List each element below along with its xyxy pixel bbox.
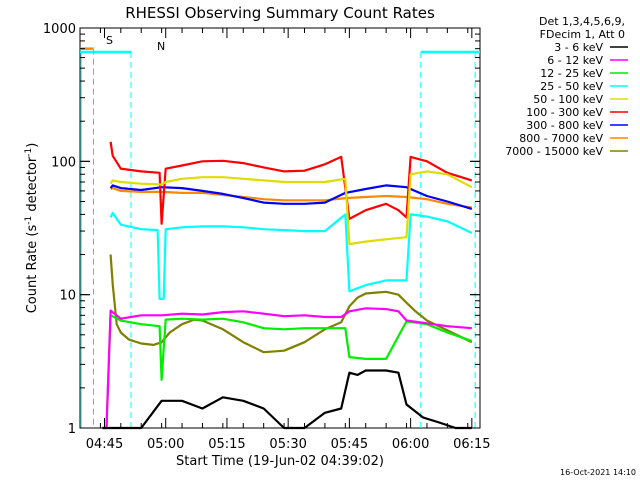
legend-label-3: 25 - 50 keV <box>540 80 603 93</box>
y-axis-label-sup2: -1 <box>24 148 34 157</box>
y-axis-label-part3: ) <box>25 143 40 148</box>
observing-flags <box>80 47 480 428</box>
flag-labels: S N <box>106 34 165 53</box>
legend-label-1: 6 - 12 keV <box>547 54 603 67</box>
legend-label-8: 7000 - 15000 keV <box>505 145 603 158</box>
x-tick-label-0: 04:45 <box>86 437 123 452</box>
series-line-300-800kev <box>109 184 473 210</box>
x-axis-label: Start Time (19-Jun-02 04:39:02) <box>176 454 384 469</box>
series-lines <box>102 141 473 430</box>
legend-label-7: 800 - 7000 keV <box>519 132 603 145</box>
series-line-50-100kev <box>109 170 473 246</box>
x-tick-label-5: 06:00 <box>392 437 429 452</box>
y-axis-label-part1: Count Rate (s <box>25 225 40 314</box>
y-axis-label: Count Rate (s-1 detector-1) <box>24 143 40 314</box>
chart-title: RHESSI Observing Summary Count Rates <box>125 4 435 22</box>
legend-label-4: 50 - 100 keV <box>533 93 603 106</box>
x-tick-label-4: 05:45 <box>331 437 368 452</box>
series-line-3-6kev <box>102 369 472 430</box>
night-label: N <box>157 40 165 53</box>
plot-area: S N <box>79 27 481 430</box>
x-tick-label-2: 05:15 <box>208 437 245 452</box>
series-line-12-25kev <box>102 314 473 430</box>
y-tick-label-2: 100 <box>51 155 76 170</box>
y-axis-label-sup1: -1 <box>24 216 34 225</box>
series-line-25-50kev <box>109 211 473 300</box>
x-tick-label-3: 05:30 <box>269 437 306 452</box>
legend-label-2: 12 - 25 keV <box>540 67 603 80</box>
legend-label-0: 3 - 6 keV <box>554 41 603 54</box>
y-axis-label-part2: detector <box>25 156 40 216</box>
x-tick-label-6: 06:15 <box>453 437 490 452</box>
timestamp: 16-Oct-2021 14:10 <box>560 468 636 477</box>
plot-frame <box>79 27 481 429</box>
series-line-6-12kev <box>102 307 472 430</box>
legend-label-6: 300 - 800 keV <box>526 119 603 132</box>
axis-ticks <box>79 27 480 429</box>
series-line-800-7000kev <box>110 187 472 209</box>
series-line-100-300kev <box>109 141 473 225</box>
y-tick-labels: 1 10 100 1000 <box>43 22 76 437</box>
legend: Det 1,3,4,5,6,9, FDecim 1, Att 0 3 - 6 k… <box>505 15 628 158</box>
legend-header-line1: Det 1,3,4,5,6,9, <box>539 15 625 28</box>
x-tick-labels: 04:45 05:00 05:15 05:30 05:45 06:00 06:15 <box>86 437 491 452</box>
saa-label: S <box>106 34 113 47</box>
x-tick-label-1: 05:00 <box>147 437 184 452</box>
series-line-7000-15000kev <box>109 254 473 354</box>
legend-header-line2: FDecim 1, Att 0 <box>540 28 625 41</box>
y-tick-label-0: 1 <box>68 422 76 437</box>
y-tick-label-1: 10 <box>59 289 76 304</box>
legend-label-5: 100 - 300 keV <box>526 106 603 119</box>
y-tick-label-3: 1000 <box>43 22 76 37</box>
